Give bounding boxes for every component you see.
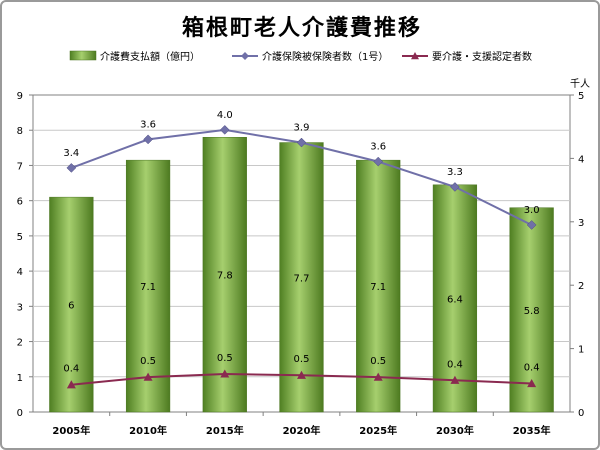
left-tick-label: 8 (17, 126, 23, 137)
right-tick-label: 0 (578, 408, 584, 419)
x-tick-label: 2025年 (359, 424, 397, 437)
legend-swatch-bar (69, 50, 97, 61)
legend-marker (411, 52, 419, 60)
line-marker (143, 134, 153, 145)
line-data-label: 0.4 (447, 359, 463, 370)
line-marker (297, 370, 306, 379)
left-tick-label: 0 (17, 408, 23, 419)
line-marker (66, 163, 77, 173)
right-tick-label: 1 (578, 345, 584, 356)
bar-data-label: 7.1 (140, 282, 156, 293)
line-data-label: 3.6 (140, 119, 156, 130)
left-tick-label: 6 (17, 197, 23, 208)
bar (125, 159, 171, 413)
right-tick-label: 3 (578, 218, 584, 229)
line-marker (450, 182, 460, 192)
line-data-label: 0.4 (524, 362, 540, 373)
line-data-label: 3.9 (294, 123, 310, 134)
line-marker (143, 372, 153, 381)
line-data-label: 3.3 (447, 167, 463, 178)
right-tick-label: 5 (578, 91, 584, 102)
legend-label: 介護費支払額（億円） (100, 50, 200, 63)
left-tick-label: 3 (17, 302, 23, 313)
line-marker (66, 380, 76, 389)
line-data-label: 0.5 (140, 356, 156, 367)
left-tick-label: 2 (17, 338, 23, 349)
bar-data-label: 7.8 (217, 271, 233, 282)
line-marker (450, 375, 460, 384)
left-tick-label: 1 (17, 373, 23, 384)
line-data-label: 0.5 (294, 354, 310, 365)
left-tick-label: 5 (17, 232, 23, 243)
x-tick-label: 2035年 (513, 424, 551, 437)
bar-data-label: 7.7 (294, 273, 310, 284)
bar (49, 196, 94, 413)
bar (356, 159, 401, 413)
line-marker (373, 372, 383, 381)
bar-data-label: 7.1 (370, 282, 386, 293)
x-tick-label: 2020年 (283, 424, 321, 437)
legend-label: 要介護・支援認定者数 (432, 50, 532, 63)
line-marker (220, 369, 230, 378)
bar (432, 184, 478, 413)
line-data-label: 3.6 (370, 142, 386, 153)
x-tick-label: 2030年 (436, 424, 474, 437)
line-marker (526, 220, 537, 230)
line-data-label: 0.4 (63, 364, 79, 375)
line-data-label: 4.0 (217, 110, 233, 121)
left-tick-label: 9 (17, 91, 23, 102)
bar-data-label: 6 (68, 301, 74, 312)
x-tick-label: 2010年 (129, 424, 167, 437)
line-data-label: 0.5 (370, 356, 386, 367)
legend-marker (241, 52, 249, 60)
bar (279, 142, 324, 413)
x-tick-label: 2015年 (206, 424, 244, 437)
bar (509, 207, 554, 413)
bar-data-label: 6.4 (447, 294, 463, 305)
x-tick-label: 2005年 (52, 424, 90, 437)
legend-label: 介護保険被保険者数（1号） (262, 50, 388, 63)
line-data-label: 3.4 (63, 148, 79, 159)
right-tick-label: 2 (578, 281, 584, 292)
line-marker (219, 125, 230, 135)
line-marker (373, 156, 384, 167)
bar-data-label: 5.8 (524, 306, 540, 317)
bar (202, 137, 247, 413)
left-tick-label: 7 (17, 161, 23, 172)
right-axis-unit: 千人 (570, 78, 590, 90)
chart-title: 箱根町老人介護費推移 (181, 16, 422, 41)
line-data-label: 0.5 (217, 353, 233, 364)
line-marker (527, 378, 537, 388)
right-tick-label: 4 (578, 154, 584, 165)
line-marker (296, 137, 307, 148)
left-tick-label: 4 (17, 267, 23, 278)
line-data-label: 3.0 (524, 205, 540, 216)
